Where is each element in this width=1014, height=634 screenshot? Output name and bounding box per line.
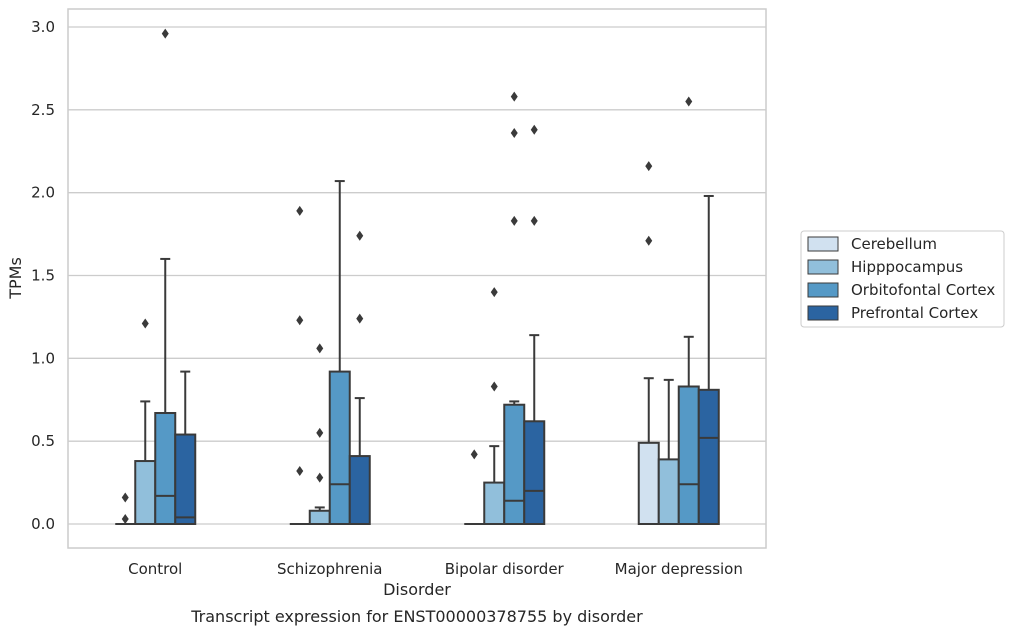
- y-tick-label: 2.0: [31, 184, 55, 202]
- x-tick-label: Bipolar disorder: [445, 560, 565, 578]
- box-layer: [115, 28, 720, 526]
- legend-items: Cerebellum Hipppocampus Orbitofontal Corte…: [807, 235, 995, 322]
- outlier-point: [161, 28, 169, 39]
- box-group: [174, 370, 197, 526]
- box-rect: [637, 441, 660, 525]
- box-rect: [677, 385, 700, 525]
- box-group: [657, 378, 680, 526]
- legend-label: Hipppocampus: [851, 258, 963, 276]
- outlier-point: [121, 514, 129, 525]
- outlier-point: [645, 235, 653, 246]
- box-group: [154, 28, 177, 525]
- box-rect: [154, 412, 177, 525]
- box-group: [115, 492, 136, 525]
- outlier-point: [316, 427, 324, 438]
- legend-swatch: [807, 259, 839, 275]
- box-rect: [308, 509, 331, 526]
- box-group: [348, 230, 371, 525]
- outlier-point: [296, 315, 304, 326]
- box-rect: [348, 455, 371, 525]
- outlier-point: [510, 215, 518, 226]
- plot-frame: [67, 8, 767, 549]
- box-group: [697, 194, 720, 525]
- box-group: [289, 205, 310, 525]
- legend-swatch: [807, 282, 839, 298]
- box-group: [483, 287, 506, 526]
- legend-swatch: [807, 305, 839, 321]
- box-group: [134, 318, 157, 525]
- outlier-point: [510, 128, 518, 139]
- box-rect: [657, 458, 680, 526]
- box-group: [308, 343, 331, 526]
- box-group: [523, 124, 546, 525]
- y-tick-label: 1.5: [31, 267, 55, 285]
- legend-label: Prefrontal Cortex: [851, 304, 978, 322]
- outlier-point: [490, 381, 498, 392]
- box-rect: [503, 403, 526, 525]
- y-tick-label: 1.0: [31, 349, 55, 367]
- box-group: [677, 96, 700, 525]
- outlier-point: [530, 124, 538, 135]
- chart-caption: Transcript expression for ENST0000037875…: [190, 607, 643, 626]
- outlier-point: [356, 313, 364, 324]
- outlier-point: [141, 318, 149, 329]
- box-rect: [697, 388, 720, 525]
- y-tick-label: 2.5: [31, 101, 55, 119]
- x-tick-label: Control: [128, 560, 182, 578]
- outlier-point: [685, 96, 693, 107]
- box-rect: [328, 370, 351, 525]
- outlier-point: [470, 449, 478, 460]
- outlier-point: [316, 343, 324, 354]
- legend-label: Cerebellum: [851, 235, 937, 253]
- x-axis-label: Disorder: [383, 580, 451, 599]
- outlier-point: [316, 472, 324, 483]
- box-rect: [134, 460, 157, 525]
- outlier-point: [296, 465, 304, 476]
- outlier-point: [296, 205, 304, 216]
- box-group: [328, 180, 351, 525]
- y-tick-label: 0.5: [31, 432, 55, 450]
- box-group: [503, 91, 526, 525]
- x-tick-label: Schizophrenia: [277, 560, 382, 578]
- x-tick-label: Major depression: [615, 560, 743, 578]
- box-rect: [174, 433, 197, 526]
- y-tick-label: 0.0: [31, 515, 55, 533]
- box-rect: [523, 420, 546, 525]
- outlier-point: [645, 161, 653, 172]
- legend: Cerebellum Hipppocampus Orbitofontal Corte…: [800, 230, 1005, 328]
- legend-label: Orbitofontal Cortex: [851, 281, 995, 299]
- outlier-point: [510, 91, 518, 102]
- box-rect: [483, 481, 506, 526]
- box-group: [464, 449, 485, 525]
- y-tick-labels: 0.0 0.5 1.0 1.5 2.0 2.5 3.0: [31, 18, 55, 533]
- box-group: [637, 161, 660, 525]
- y-axis-label: TPMs: [6, 257, 25, 300]
- x-tick-labels: Control Schizophrenia Bipolar disorder Majo…: [128, 560, 743, 578]
- outlier-point: [121, 492, 129, 503]
- outlier-point: [530, 215, 538, 226]
- legend-swatch: [807, 236, 839, 252]
- legend-frame: [800, 230, 1005, 328]
- y-tick-label: 3.0: [31, 18, 55, 36]
- outlier-point: [490, 287, 498, 298]
- outlier-point: [356, 230, 364, 241]
